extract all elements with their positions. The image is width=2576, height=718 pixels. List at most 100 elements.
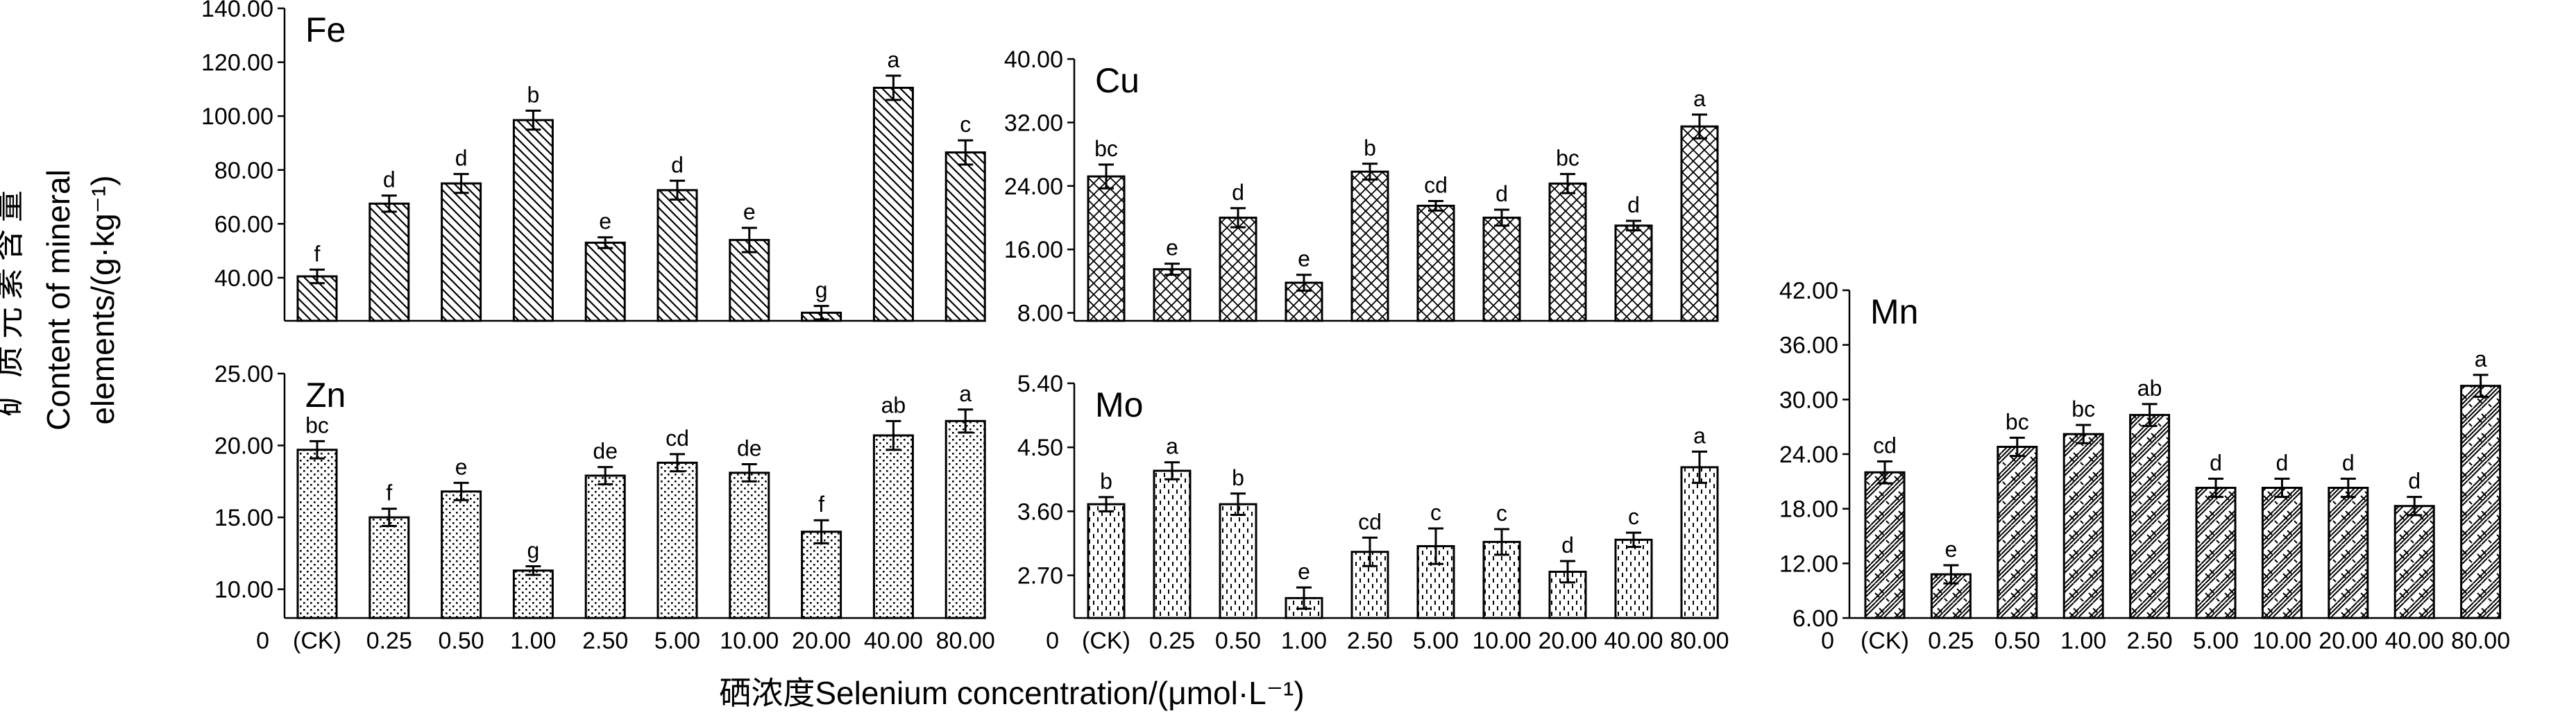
y-tick-label: 5.40	[1017, 371, 1063, 397]
bar	[584, 242, 626, 322]
x-tick-label: 20.00	[2319, 628, 2378, 654]
y-axis-label-cn: 矿质元素含量	[0, 183, 26, 417]
significance-letter: cd	[1358, 509, 1382, 534]
bar	[944, 151, 986, 322]
significance-letter: d	[671, 152, 684, 177]
bar	[656, 461, 698, 619]
bar	[441, 490, 482, 619]
significance-letter: b	[527, 82, 540, 107]
x-tick-label: 2.50	[2127, 628, 2173, 654]
significance-letter: e	[743, 199, 756, 224]
significance-letter: d	[2210, 450, 2222, 475]
significance-letter: b	[1232, 465, 1244, 490]
y-tick-label: 40.00	[1004, 47, 1063, 73]
x-tick-label: 10.00	[720, 628, 779, 654]
significance-letter: e	[1166, 235, 1178, 260]
y-tick-label: 2.70	[1017, 563, 1063, 590]
significance-letter: d	[455, 146, 468, 171]
y-tick-label: 8.00	[1017, 301, 1063, 327]
bar	[1219, 503, 1257, 619]
chart-panels: 40.00 60.00 80.00 100.00 120.00 140.00 Fe f d d b e…	[201, 0, 2510, 654]
significance-letter: a	[1693, 86, 1706, 111]
y-tick-label: 100.00	[201, 103, 273, 130]
significance-letter: e	[599, 209, 611, 234]
bar	[1219, 216, 1257, 322]
bar	[2261, 487, 2303, 619]
significance-letter: a	[1166, 434, 1178, 459]
significance-letter: a	[888, 47, 900, 72]
bar	[2328, 487, 2369, 619]
y-tick-label: 3.60	[1017, 499, 1063, 525]
y-tick-label: 15.00	[214, 505, 273, 531]
y-tick-label: 24.00	[1779, 442, 1838, 468]
x-tick-label: (CK)	[293, 628, 341, 654]
bar	[368, 516, 410, 619]
x-tick-label: 2.50	[582, 628, 628, 654]
y-tick-label: 20.00	[214, 433, 273, 460]
bar	[801, 531, 842, 619]
bar	[1680, 125, 1719, 322]
significance-letter: c	[1628, 504, 1639, 529]
bar	[2129, 414, 2171, 619]
x-tick-label: 0.25	[366, 628, 412, 654]
panel-title-mo: Mo	[1095, 385, 1143, 424]
significance-letter: cd	[1424, 172, 1448, 197]
bar	[729, 239, 770, 322]
significance-letter: c	[960, 112, 971, 137]
bar	[2062, 433, 2104, 619]
x-tick-label: 20.00	[1538, 628, 1597, 654]
panel-title-cu: Cu	[1095, 61, 1139, 100]
significance-letter: d	[1495, 181, 1508, 206]
significance-letter: ab	[2137, 376, 2162, 401]
bar	[1997, 446, 2038, 619]
bar	[1548, 182, 1587, 322]
x-tick-label: 0.25	[1149, 628, 1195, 654]
bar	[872, 86, 914, 322]
bar	[1482, 216, 1521, 322]
significance-letter: f	[386, 481, 392, 506]
bar	[1153, 469, 1192, 619]
chart-panel-mn: 6.00 12.00 18.00 24.00 30.00 36.00 42.00 Mn cd e b…	[1779, 278, 2510, 654]
x-tick-label: 40.00	[2385, 628, 2444, 654]
bar	[1350, 170, 1389, 322]
y-tick-label: 80.00	[214, 158, 273, 184]
significance-letter: d	[2408, 469, 2421, 494]
significance-letter: d	[1232, 180, 1244, 205]
panel-title-fe: Fe	[305, 10, 346, 49]
x-tick-label: 80.00	[1670, 628, 1729, 654]
x-tick-label: 40.00	[1604, 628, 1663, 654]
significance-letter: a	[2475, 347, 2487, 371]
x-tick-label: 5.00	[2193, 628, 2239, 654]
significance-letter: bc	[305, 412, 329, 437]
bar	[1153, 268, 1192, 322]
x-zero-label: 0	[1046, 628, 1059, 654]
y-axis-label-en-line1: Content of mineral	[40, 169, 76, 431]
significance-letter: f	[818, 492, 824, 517]
significance-letter: d	[2342, 450, 2355, 475]
y-tick-label: 36.00	[1779, 333, 1838, 359]
y-tick-label: 10.00	[214, 577, 273, 603]
y-tick-label: 16.00	[1004, 237, 1063, 263]
bar	[1864, 471, 1906, 619]
bar	[441, 182, 482, 322]
significance-letter: b	[1100, 469, 1112, 494]
significance-letter: e	[1298, 559, 1310, 584]
significance-letter: d	[1627, 192, 1640, 217]
bar	[1087, 503, 1126, 619]
x-tick-label: 1.00	[510, 628, 556, 654]
significance-letter: c	[1496, 501, 1507, 526]
bar	[1680, 466, 1719, 619]
y-tick-label: 120.00	[201, 50, 273, 76]
y-tick-label: 40.00	[214, 265, 273, 292]
bar	[296, 449, 338, 619]
significance-letter: f	[314, 241, 321, 266]
significance-letter: bc	[2006, 409, 2029, 434]
bar	[729, 471, 770, 619]
significance-letter: a	[1693, 423, 1706, 448]
significance-letter: bc	[1094, 136, 1118, 161]
bar	[2195, 487, 2237, 619]
significance-letter: g	[815, 278, 828, 303]
significance-letter: c	[1430, 500, 1441, 525]
bar	[2393, 505, 2435, 619]
